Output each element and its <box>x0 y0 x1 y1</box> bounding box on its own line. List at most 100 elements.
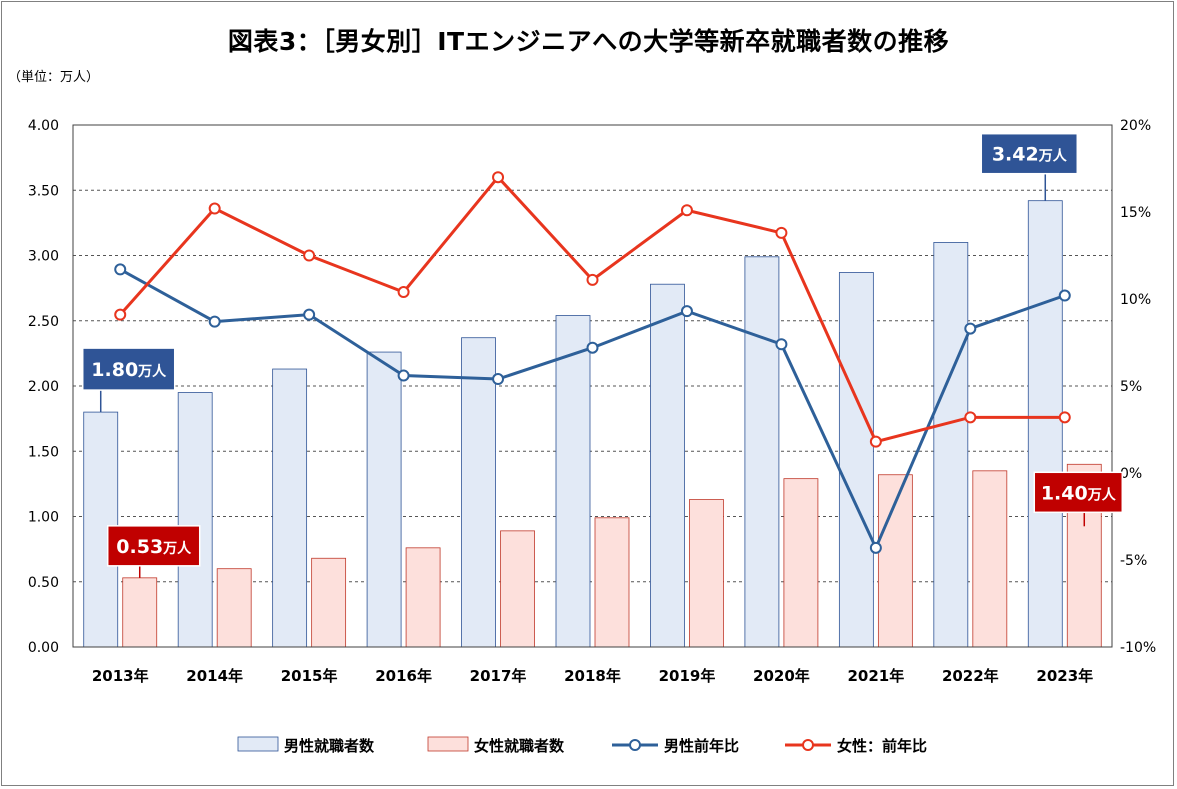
bar-female <box>216 568 252 648</box>
point-male-yoy <box>775 338 788 351</box>
y-right-tick-label: 0% <box>1120 466 1142 482</box>
y-left-tick-label: 3.50 <box>28 183 59 199</box>
bar-male <box>650 283 685 648</box>
y-left-tick-label: 0.00 <box>28 640 59 656</box>
bar-male <box>461 337 496 648</box>
legend-swatch-bar <box>427 736 469 752</box>
x-tick-label: 2023年 <box>1036 667 1093 685</box>
legend: 男性就職者数 女性就職者数 男性前年比 女性：前年比 <box>237 736 927 755</box>
bar-male <box>744 256 780 648</box>
bar-series <box>83 200 1102 648</box>
point-male-yoy <box>1058 289 1071 302</box>
point-male-yoy <box>586 341 599 354</box>
point-male-yoy <box>397 369 410 382</box>
y-left-tick-label: 1.50 <box>28 444 59 460</box>
point-male-yoy <box>492 373 505 386</box>
callout-label: 1.80万人 <box>91 359 167 381</box>
x-tick-label: 2013年 <box>92 667 149 685</box>
callout-value: 3.42 <box>992 144 1039 166</box>
y-left-tick-label: 2.50 <box>28 314 59 330</box>
x-tick-label: 2015年 <box>281 667 338 685</box>
bar-female <box>311 557 347 648</box>
point-female-yoy <box>1058 411 1071 424</box>
bar-female <box>500 530 535 648</box>
callout-box <box>980 132 1079 175</box>
x-tick-label: 2018年 <box>564 667 621 685</box>
y-left-tick-label: 1.00 <box>28 510 59 526</box>
callout-label: 0.53万人 <box>116 536 192 558</box>
bar-male <box>933 242 969 648</box>
x-tick-label: 2020年 <box>753 667 810 685</box>
legend-label: 男性就職者数 <box>284 737 375 755</box>
point-female-yoy <box>303 249 316 262</box>
legend-label: 男性前年比 <box>664 737 739 755</box>
point-female-yoy <box>775 226 788 239</box>
callout-box <box>106 525 201 567</box>
y-right-tick-label: 15% <box>1120 205 1151 221</box>
y-left-tick-label: 2.00 <box>28 379 59 395</box>
callout-unit: 万人 <box>1087 486 1117 503</box>
point-female-yoy <box>208 202 221 215</box>
callout-unit: 万人 <box>137 363 167 380</box>
callout-label: 3.42万人 <box>992 144 1068 166</box>
legend-label: 女性就職者数 <box>474 737 565 755</box>
point-male-yoy <box>208 315 221 328</box>
bar-female <box>405 547 441 648</box>
bar-male <box>272 368 308 648</box>
callout-box <box>1033 471 1124 514</box>
point-female-yoy <box>114 308 127 321</box>
legend-label: 女性：前年比 <box>837 737 927 755</box>
callout-label: 1.40万人 <box>1041 482 1117 504</box>
x-tick-label: 2021年 <box>847 667 904 685</box>
point-female-yoy <box>869 435 882 448</box>
plot-area-border <box>72 124 1113 648</box>
point-male-yoy <box>964 322 977 335</box>
y-left-tick-label: 3.00 <box>28 249 59 265</box>
callout-value: 1.80 <box>91 359 138 381</box>
bar-male <box>555 315 591 648</box>
bar-female <box>689 499 724 648</box>
point-female-yoy <box>680 204 693 217</box>
point-female-yoy <box>397 286 410 299</box>
y-right-tick-label: 5% <box>1120 379 1142 395</box>
legend-swatch-marker <box>802 739 814 751</box>
bar-male <box>1027 200 1063 648</box>
point-male-yoy <box>869 541 882 554</box>
legend-swatch-bar <box>237 736 279 752</box>
y-left-tick-label: 0.50 <box>28 575 59 591</box>
point-male-yoy <box>680 305 693 318</box>
x-tick-label: 2016年 <box>375 667 432 685</box>
x-tick-label: 2019年 <box>659 667 716 685</box>
unit-label: （単位：万人） <box>8 70 100 85</box>
point-female-yoy <box>586 273 599 286</box>
line-female-yoy <box>119 174 1065 444</box>
callout-value: 0.53 <box>116 536 163 558</box>
x-tick-label: 2017年 <box>470 667 527 685</box>
bar-female <box>783 478 819 648</box>
callout-unit: 万人 <box>162 540 192 557</box>
chart-title: 図表3：［男女別］ITエンジニアへの大学等新卒就職者数の推移 <box>227 27 950 56</box>
point-male-yoy <box>303 308 316 321</box>
line-series <box>114 171 1071 554</box>
point-female-yoy <box>964 411 977 424</box>
line-male-yoy <box>119 268 1066 552</box>
legend-swatch-marker <box>629 739 641 751</box>
bar-female <box>122 577 158 648</box>
y-right-tick-label: 20% <box>1120 118 1151 134</box>
bar-female <box>594 517 630 648</box>
bar-female <box>972 470 1008 648</box>
y-left-tick-label: 4.00 <box>28 118 59 134</box>
x-tick-label: 2022年 <box>942 667 999 685</box>
callout-value: 1.40 <box>1041 482 1088 504</box>
callout-unit: 万人 <box>1038 148 1068 165</box>
point-male-yoy <box>114 263 127 276</box>
bar-male <box>177 392 213 648</box>
axes: 0.00 0.50 1.00 1.50 2.00 2.50 3.00 3.50 4.00 -10%… <box>28 118 1156 685</box>
bar-male <box>366 351 402 648</box>
y-right-tick-label: -5% <box>1120 553 1147 569</box>
x-tick-label: 2014年 <box>186 667 243 685</box>
callout-box <box>81 347 176 391</box>
